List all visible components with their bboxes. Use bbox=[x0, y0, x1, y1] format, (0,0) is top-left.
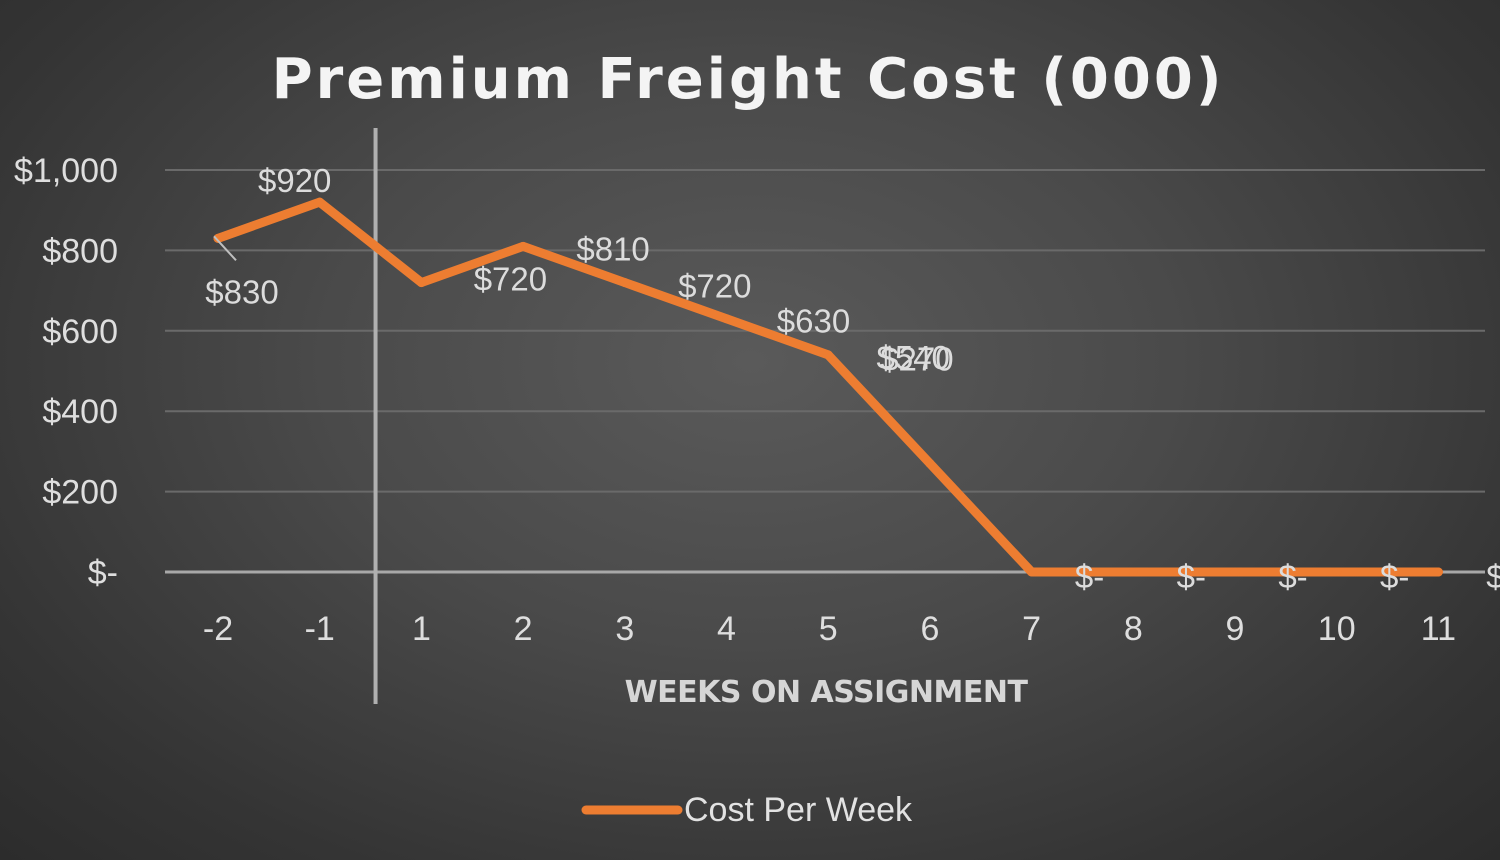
x-tick-label: 7 bbox=[1022, 610, 1041, 648]
y-tick-label: $200 bbox=[42, 474, 118, 512]
data-point bbox=[315, 197, 325, 207]
legend-label: Cost Per Week bbox=[684, 791, 913, 829]
x-tick-label: 3 bbox=[615, 610, 634, 648]
data-label: $- bbox=[1380, 558, 1409, 595]
data-point bbox=[1027, 567, 1037, 577]
x-axis-ticks: -2 -1 1 2 3 4 5 6 7 8 9 10 11 bbox=[203, 610, 1456, 648]
y-tick-label: $600 bbox=[42, 313, 118, 351]
x-tick-label: 5 bbox=[819, 610, 838, 648]
data-point bbox=[1433, 567, 1443, 577]
data-label: $270 bbox=[880, 340, 953, 377]
x-tick-label: -1 bbox=[305, 610, 335, 648]
x-axis-title: WEEKS ON ASSIGNMENT bbox=[625, 675, 1029, 710]
data-point bbox=[1128, 567, 1138, 577]
data-point bbox=[620, 278, 630, 288]
x-tick-label: 9 bbox=[1226, 610, 1245, 648]
x-tick-label: 1 bbox=[412, 610, 431, 648]
y-tick-label: $- bbox=[88, 554, 118, 592]
data-label: $920 bbox=[258, 162, 331, 199]
y-tick-label: $400 bbox=[42, 393, 118, 431]
x-tick-label: 4 bbox=[717, 610, 736, 648]
data-point bbox=[1230, 567, 1240, 577]
y-axis-ticks: $- $200 $400 $600 $800 $1,000 bbox=[14, 152, 118, 592]
data-label: $830 bbox=[205, 273, 278, 310]
data-label-leader-line bbox=[213, 235, 237, 262]
x-tick-label: 11 bbox=[1421, 610, 1456, 648]
data-label: $- bbox=[1278, 558, 1307, 595]
data-label: $ bbox=[1486, 558, 1500, 595]
y-tick-label: $800 bbox=[42, 232, 118, 270]
data-label: $810 bbox=[576, 230, 649, 267]
y-tick-label: $1,000 bbox=[14, 152, 118, 190]
data-point bbox=[925, 458, 935, 468]
data-point bbox=[722, 314, 731, 324]
x-tick-label: 10 bbox=[1318, 610, 1356, 648]
x-tick-label: 8 bbox=[1124, 610, 1143, 648]
data-labels: $830 $920 $720 $810 $720 $630 $540$270 $- $- $- $-… bbox=[205, 162, 1500, 595]
series-layer bbox=[213, 197, 1443, 577]
data-label: $720 bbox=[474, 261, 547, 298]
x-tick-label: 2 bbox=[514, 610, 533, 648]
data-label: $- bbox=[1075, 558, 1104, 595]
series-line-cost-per-week bbox=[213, 197, 1443, 577]
data-label: $630 bbox=[777, 303, 850, 340]
x-tick-label: -2 bbox=[203, 610, 233, 648]
data-label: $540 bbox=[876, 339, 949, 376]
data-point bbox=[1332, 567, 1342, 577]
chart-title: Premium Freight Cost (000) bbox=[272, 47, 1225, 112]
data-point bbox=[416, 278, 426, 288]
data-point bbox=[823, 350, 833, 360]
data-label: $- bbox=[1177, 558, 1206, 595]
x-tick-label: 6 bbox=[920, 610, 939, 648]
data-point bbox=[213, 233, 223, 243]
data-label: $720 bbox=[678, 268, 751, 305]
data-point bbox=[518, 241, 528, 251]
legend: Cost Per Week bbox=[581, 791, 913, 829]
